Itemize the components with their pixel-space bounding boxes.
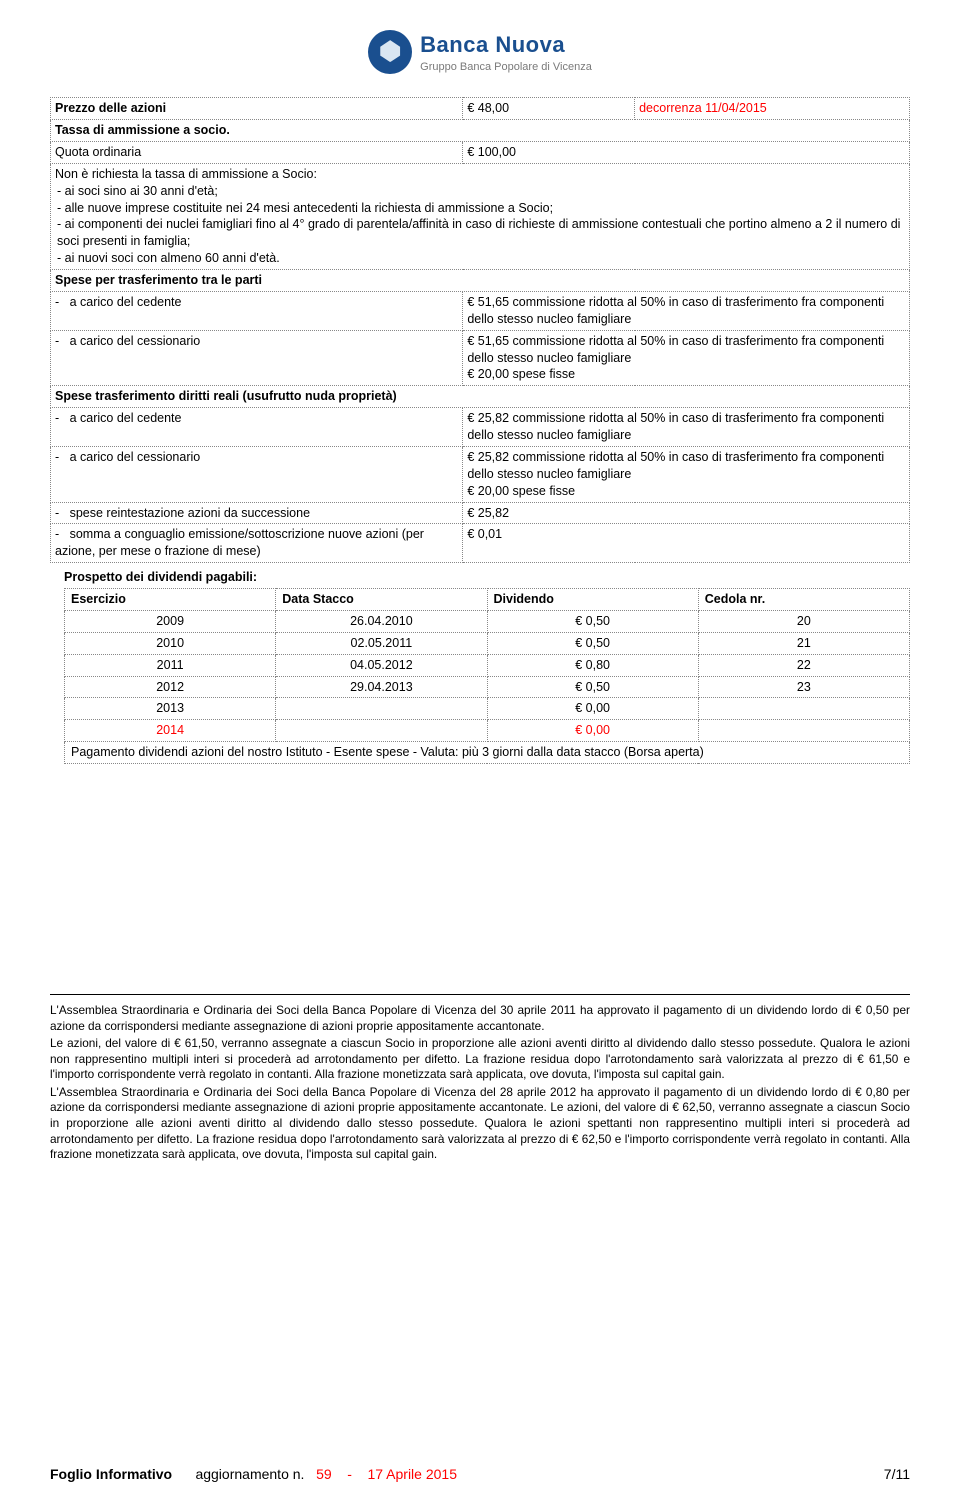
table-row: Tassa di ammissione a socio.: [51, 120, 910, 142]
label-conguaglio: somma a conguaglio emissione/sottoscrizi…: [55, 527, 424, 558]
col-esercizio: Esercizio: [65, 589, 276, 611]
paragraph: L'Assemblea Straordinaria e Ordinaria de…: [50, 1085, 910, 1163]
footer-date: 17 Aprile 2015: [367, 1466, 457, 1482]
value-spesefisse: € 20,00 spese fisse: [467, 367, 575, 381]
value-conguaglio: € 0,01: [467, 527, 502, 541]
table-row: Spese per trasferimento tra le parti: [51, 270, 910, 292]
paragraph: Le azioni, del valore di € 61,50, verran…: [50, 1036, 910, 1083]
footer-label: Foglio Informativo: [50, 1466, 172, 1482]
table-row: 201229.04.2013€ 0,5023: [65, 676, 910, 698]
label-spese-reali: Spese trasferimento diritti reali (usufr…: [55, 389, 397, 403]
table-row: - a carico del cessionario € 25,82 commi…: [51, 446, 910, 502]
label-reintest: spese reintestazione azioni da successio…: [70, 506, 310, 520]
label-prezzo: Prezzo delle azioni: [55, 101, 166, 115]
label-cedente: a carico del cedente: [70, 295, 182, 309]
table-row: - a carico del cedente € 25,82 commissio…: [51, 408, 910, 447]
footer: Foglio Informativo aggiornamento n. 59 -…: [50, 1465, 910, 1484]
bank-logo-icon: [368, 30, 412, 74]
list-item: alle nuove imprese costituite nei 24 mes…: [57, 200, 905, 217]
value-cessionario2: € 25,82 commissione ridotta al 50% in ca…: [467, 450, 884, 481]
label-tassa: Tassa di ammissione a socio.: [55, 123, 230, 137]
table-row: 2013€ 0,00: [65, 698, 910, 720]
table-row: - a carico del cessionario € 51,65 commi…: [51, 330, 910, 386]
header-logo: Banca Nuova Gruppo Banca Popolare di Vic…: [50, 30, 910, 79]
table-row: 201002.05.2011€ 0,5021: [65, 632, 910, 654]
label-cedente2: a carico del cedente: [70, 411, 182, 425]
table-row: Prezzo delle azioni € 48,00 decorrenza 1…: [51, 98, 910, 120]
prospetto-title: Prospetto dei dividendi pagabili:: [64, 570, 257, 584]
value-decorrenza: decorrenza 11/04/2015: [639, 101, 767, 115]
table-row: 201104.05.2012€ 0,8022: [65, 654, 910, 676]
value-cedente2: € 25,82 commissione ridotta al 50% in ca…: [467, 411, 884, 442]
col-stacco: Data Stacco: [276, 589, 487, 611]
value-reintest: € 25,82: [467, 506, 509, 520]
value-quota: € 100,00: [467, 145, 516, 159]
table-row: - a carico del cedente € 51,65 commissio…: [51, 291, 910, 330]
logo-subtitle: Gruppo Banca Popolare di Vicenza: [420, 60, 592, 75]
value-cedente: € 51,65 commissione ridotta al 50% in ca…: [467, 295, 884, 326]
fees-table: Prezzo delle azioni € 48,00 decorrenza 1…: [50, 97, 910, 563]
page-number: 7/11: [884, 1465, 910, 1484]
table-row: 200926.04.2010€ 0,5020: [65, 610, 910, 632]
table-row: Quota ordinaria € 100,00: [51, 141, 910, 163]
value-cessionario: € 51,65 commissione ridotta al 50% in ca…: [467, 334, 884, 365]
prospetto-note: Pagamento dividendi azioni del nostro Is…: [65, 742, 910, 764]
list-item: ai nuovi soci con almeno 60 anni d'età.: [57, 250, 905, 267]
value-spesefisse2: € 20,00 spese fisse: [467, 484, 575, 498]
table-row: Non è richiesta la tassa di ammissione a…: [51, 163, 910, 269]
table-row: - spese reintestazione azioni da success…: [51, 502, 910, 524]
footer-pre: aggiornamento n.: [195, 1466, 304, 1482]
col-cedola: Cedola nr.: [698, 589, 909, 611]
table-row: 2014€ 0,00: [65, 720, 910, 742]
label-cessionario2: a carico del cessionario: [70, 450, 201, 464]
footer-num: 59: [316, 1466, 332, 1482]
table-row: Pagamento dividendi azioni del nostro Is…: [65, 742, 910, 764]
list-item: ai componenti dei nuclei famigliari fino…: [57, 216, 905, 250]
table-row: Spese trasferimento diritti reali (usufr…: [51, 386, 910, 408]
divider: [50, 994, 910, 995]
paragraph: L'Assemblea Straordinaria e Ordinaria de…: [50, 1003, 910, 1034]
footer-sep: -: [347, 1466, 352, 1482]
value-prezzo: € 48,00: [467, 101, 509, 115]
logo-title: Banca Nuova: [420, 30, 592, 60]
table-row: - somma a conguaglio emissione/sottoscri…: [51, 524, 910, 563]
label-spese-parti: Spese per trasferimento tra le parti: [55, 273, 262, 287]
list-item: ai soci sino ai 30 anni d'età;: [57, 183, 905, 200]
cond-intro: Non è richiesta la tassa di ammissione a…: [55, 167, 317, 181]
dividendi-table: Esercizio Data Stacco Dividendo Cedola n…: [64, 588, 910, 764]
label-cessionario: a carico del cessionario: [70, 334, 201, 348]
body-text: L'Assemblea Straordinaria e Ordinaria de…: [50, 994, 910, 1163]
label-quota: Quota ordinaria: [55, 145, 141, 159]
col-dividendo: Dividendo: [487, 589, 698, 611]
